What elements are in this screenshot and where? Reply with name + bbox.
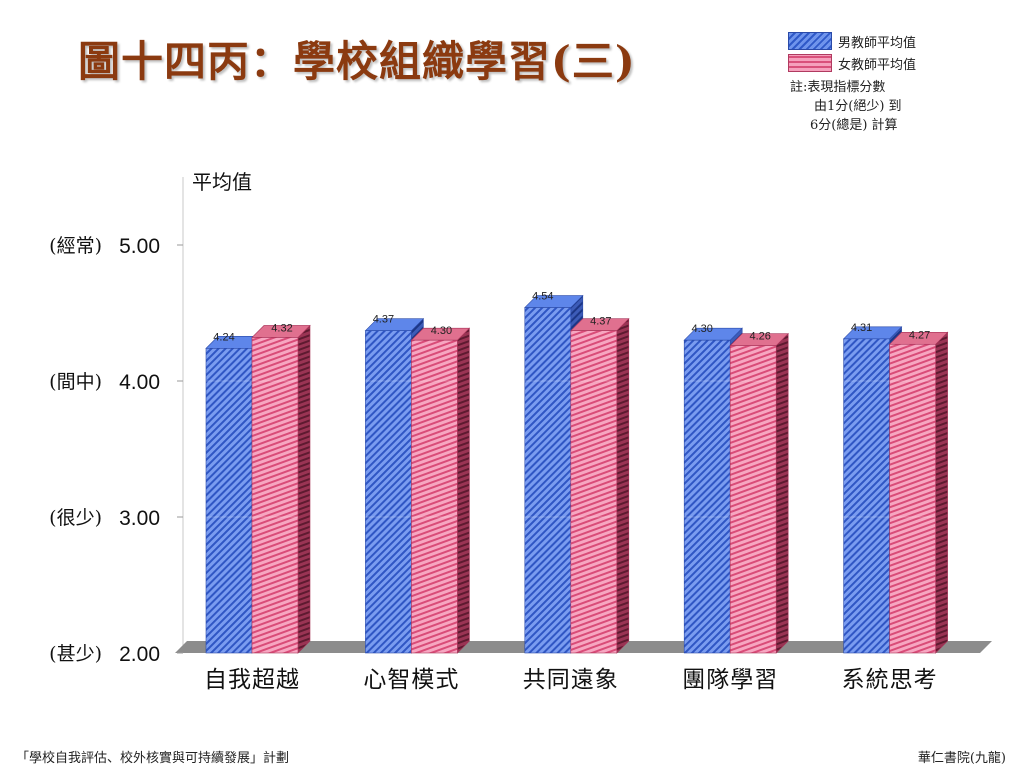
y-tick-word-3: (經常)	[49, 235, 102, 257]
value-label-1-2: 4.37	[590, 316, 611, 328]
y-tick-value-2: 4.00	[119, 371, 160, 394]
value-label-1-0: 4.32	[271, 322, 292, 334]
bar-0-1	[365, 330, 412, 654]
bar-side-1-3	[775, 332, 789, 654]
bar-1-2	[570, 330, 618, 654]
legend-label-male: 男教師平均值	[838, 35, 917, 51]
y-tick-word-0: (甚少)	[49, 643, 102, 665]
bar-layer	[205, 294, 949, 654]
note-line-3: 6分(總是) 計算	[810, 118, 898, 133]
score-note: 註:表現指標分數 由1分(絕少) 到 6分(總是) 計算	[790, 78, 902, 135]
y-tick-word-2: (間中)	[49, 371, 102, 393]
value-label-0-1: 4.37	[373, 314, 394, 326]
page-title: 圖十四丙：學校組織學習(三)	[78, 37, 636, 86]
bar-0-2	[524, 307, 572, 654]
value-label-0-4: 4.31	[851, 322, 872, 334]
note-line-1: 註:表現指標分數	[790, 80, 886, 95]
bar-side-1-0	[297, 324, 311, 654]
y-tick-value-3: 5.00	[119, 235, 160, 258]
note-line-2: 由1分(絕少) 到	[814, 99, 902, 114]
category-label-0: 自我超越	[204, 667, 300, 693]
bar-0-4	[843, 338, 890, 654]
category-label-1: 心智模式	[363, 667, 459, 693]
bar-0-0	[205, 348, 253, 654]
category-label-4: 系統思考	[842, 667, 938, 693]
y-tick-value-0: 2.00	[119, 643, 160, 666]
bar-side-1-4	[935, 331, 948, 654]
y-axis-title: 平均值	[192, 170, 252, 194]
bar-0-3	[683, 339, 731, 654]
value-label-1-4: 4.27	[909, 329, 930, 341]
bar-1-0	[251, 337, 299, 654]
category-label-3: 團隊學習	[682, 667, 778, 693]
label-layer: 4.24 4.32 自我超越 4.37 4.30 心智模式 4.54 4.37 共同遠象 4.30…	[204, 291, 938, 693]
legend-item-female: 女教師平均值	[788, 52, 916, 74]
bar-1-4	[889, 343, 936, 654]
bar-1-1	[411, 339, 458, 654]
chart-legend: 男教師平均值 女教師平均值	[788, 30, 916, 74]
legend-swatch-female	[788, 54, 832, 72]
value-label-0-2: 4.54	[532, 291, 553, 303]
legend-item-male: 男教師平均值	[788, 30, 916, 52]
y-tick-word-1: (很少)	[49, 507, 102, 529]
legend-label-female: 女教師平均值	[838, 57, 917, 73]
footer-school: 華仁書院(九龍)	[917, 751, 1006, 766]
value-label-0-3: 4.30	[691, 323, 712, 335]
bar-side-1-1	[457, 327, 470, 654]
bar-side-1-2	[616, 317, 630, 654]
legend-swatch-male	[788, 32, 832, 50]
footer-project: 「學校自我評估、校外核實與可持續發展」計劃	[16, 751, 290, 766]
category-label-2: 共同遠象	[523, 667, 619, 693]
y-tick-value-1: 3.00	[119, 507, 160, 530]
value-label-0-0: 4.24	[213, 331, 234, 343]
value-label-1-3: 4.26	[749, 331, 770, 343]
value-label-1-1: 4.30	[431, 325, 452, 337]
bar-1-3	[729, 345, 777, 654]
